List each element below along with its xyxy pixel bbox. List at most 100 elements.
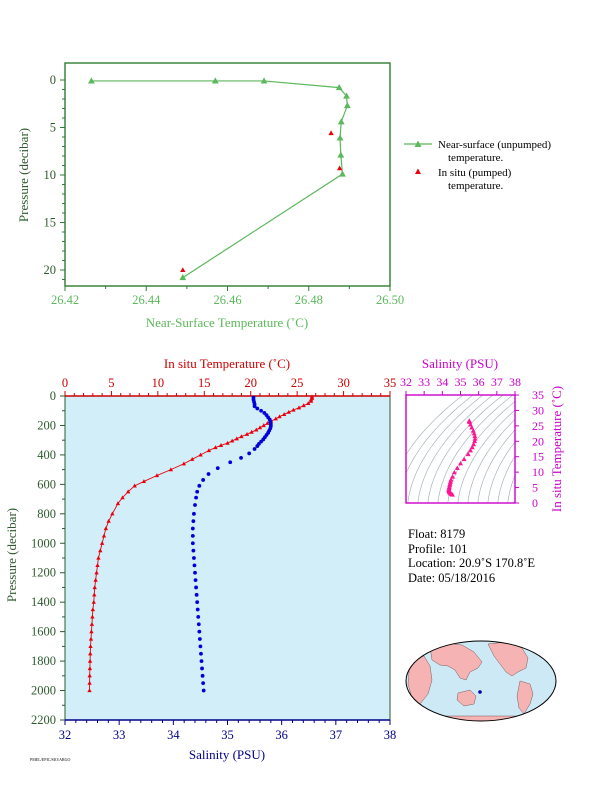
temperature-point [273,416,278,421]
temperature-point [225,440,230,445]
salinity-point [200,666,204,671]
temperature-point [254,427,259,432]
c1-ytick-label: 5 [50,121,56,135]
ts-xtick-label: 33 [418,375,430,389]
temperature-point [286,409,291,414]
map-south-america [516,680,534,715]
ts-xtick-label: 36 [473,375,485,389]
ts-point [469,444,475,450]
pressure-tick-label: 200 [37,418,56,432]
pressure-tick-label: 1000 [31,536,56,550]
unpumped-temperature-point [343,102,351,109]
density-contour [406,395,464,456]
salinity-point [193,503,197,507]
ts-point [447,479,453,484]
ts-ytick-label: 20 [532,434,544,448]
temperature-point [308,398,314,403]
temperature-point [181,461,187,466]
temperature-point [93,577,98,582]
ts-ytick-label: 15 [532,450,544,464]
unpumped-temperature-point [211,77,219,84]
temperature-point [244,431,250,436]
ts-point [469,425,475,430]
temperature-point [218,443,224,447]
unpumped-temperature-point [260,77,268,84]
salinity-point [239,455,243,460]
ts-point [465,451,471,457]
temperature-point [291,407,296,412]
pressure-tick-label: 1400 [31,595,56,609]
salinity-point [190,526,195,531]
pressure-tick-label: 1600 [31,625,56,639]
temperature-point [249,429,254,434]
density-contour [467,418,515,503]
chart2-temp-title: In situ Temperature (˚C) [164,356,290,371]
salinity-tick-label: 38 [384,728,397,742]
density-contour [427,395,504,503]
world-map [405,640,557,722]
pumped-temperature-point [328,130,334,136]
float-location: Location: 20.9˚S 170.8˚E [408,556,536,570]
temp-tick-label: 0 [62,376,68,390]
pumped-temperature-point [180,267,186,272]
chart1-legend: Near-surface (unpumped) temperature. In … [404,139,551,192]
temp-tick-label: 10 [152,376,165,390]
temperature-point [229,438,235,443]
temp-tick-label: 5 [108,376,114,390]
ts-xtick-label: 34 [436,375,448,389]
density-contour [407,395,484,503]
salinity-point [194,592,199,597]
ts-xtick-label: 37 [491,375,503,389]
temperature-point [87,658,93,663]
temperature-point [90,614,95,619]
salinity-point [192,563,197,568]
salinity-point [191,548,196,553]
c1-ytick-label: 0 [50,73,56,87]
temperature-point [281,412,287,417]
temperature-point [110,511,115,516]
temperature-point [132,483,137,488]
salinity-point [193,578,198,582]
ts-point [454,465,460,470]
ts-ylabel: In situ Temperature (˚C) [549,386,564,512]
salinity-point [192,556,196,560]
chart2-ylabel: Pressure (decibar) [4,508,19,602]
c1-xtick-label: 26.50 [376,293,404,307]
pressure-tick-label: 1800 [31,654,56,668]
temperature-point [98,548,103,553]
temperature-point [261,423,266,428]
salinity-point [206,472,211,476]
temp-tick-label: 15 [198,376,211,390]
ts-point [450,474,455,479]
temperature-point [96,555,101,560]
temperature-point [213,445,218,450]
c1-xtick-label: 26.48 [295,293,323,307]
salinity-point [195,600,200,605]
density-contour [507,474,515,503]
temperature-point [239,434,244,439]
ts-xtick-label: 32 [400,375,412,389]
temperature-point [125,489,131,494]
salinity-tick-label: 34 [167,728,180,742]
temp-tick-label: 35 [384,376,397,390]
ts-point [472,438,478,444]
temperature-point [190,457,195,461]
float-location-marker [478,690,482,694]
float-info: Float: 8179 Profile: 101 Location: 20.9˚… [408,527,535,585]
pressure-tick-label: 0 [50,389,56,403]
temperature-point [87,680,92,685]
ts-point [470,428,476,433]
salinity-point [195,607,200,612]
ts-point [468,447,473,453]
temperature-point [91,599,96,604]
salinity-point [197,629,202,634]
ts-ytick-label: 5 [532,481,538,495]
salinity-point [247,451,252,456]
temperature-point [296,405,302,410]
chart2-xlabel: Salinity (PSU) [189,747,265,762]
density-contour [406,395,474,475]
temperature-point [89,621,95,626]
pressure-tick-label: 800 [37,507,56,521]
temp-tick-label: 25 [291,376,304,390]
